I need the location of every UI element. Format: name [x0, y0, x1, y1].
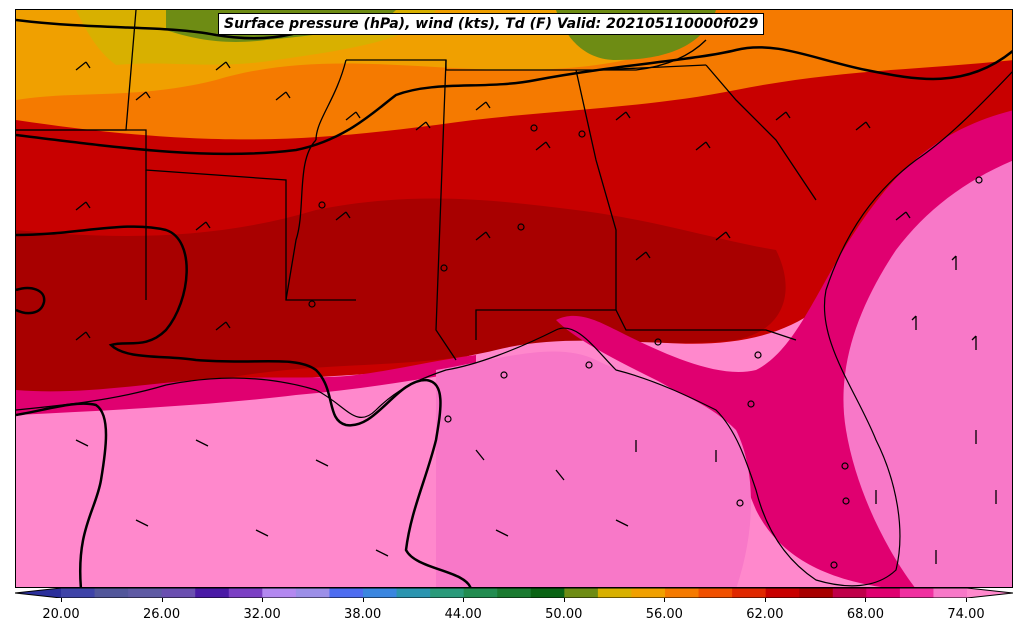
colorbar-extend-high — [967, 588, 1013, 598]
colorbar-segment — [698, 588, 733, 598]
colorbar-tick-label: 50.00 — [545, 607, 583, 622]
colorbar-segment — [631, 588, 666, 598]
colorbar-segment — [228, 588, 263, 598]
colorbar-tick-label: 68.00 — [846, 607, 885, 622]
colorbar-segment — [933, 588, 968, 598]
colorbar-segment — [396, 588, 431, 598]
dewpoint-band-pink-atlantic — [843, 160, 1012, 587]
colorbar-tick-mark — [161, 598, 163, 602]
colorbar-tick-mark — [764, 598, 766, 602]
isobar-north-2 — [16, 46, 1012, 156]
colorbar-segment — [430, 588, 465, 598]
colorbar-tick-label: 26.00 — [142, 607, 181, 622]
colorbar-segment — [463, 588, 498, 598]
colorbar-segment — [61, 588, 96, 598]
colorbar-segment — [665, 588, 700, 598]
colorbar-segment — [799, 588, 834, 598]
colorbar-tick-mark — [463, 598, 465, 602]
colorbar-segment — [161, 588, 196, 598]
colorbar-tick-label: 62.00 — [746, 607, 784, 622]
colorbar-segment — [329, 588, 364, 598]
isobar-gulf-west — [16, 402, 108, 587]
dewpoint-band-pink-gulf — [436, 351, 751, 587]
colorbar-tick-mark — [865, 598, 867, 602]
colorbar-tick-label: 44.00 — [444, 607, 482, 622]
colorbar-segment — [597, 588, 632, 598]
colorbar — [15, 588, 1013, 598]
colorbar-segment — [530, 588, 565, 598]
colorbar-tick-mark — [966, 598, 967, 602]
dewpoint-band-darkred — [16, 198, 786, 405]
isobar-small-loop — [16, 286, 46, 315]
map-title: Surface pressure (hPa), wind (kts), Td (… — [218, 13, 765, 35]
colorbar-segment — [497, 588, 532, 598]
coastline — [16, 71, 1012, 587]
colorbar-segment — [564, 588, 599, 598]
colorbar-tick-mark — [362, 598, 364, 602]
colorbar-tick-mark — [563, 598, 565, 602]
colorbar-tick-label: 74.00 — [947, 607, 985, 622]
colorbar-segment — [295, 588, 330, 598]
colorbar-tick-label: 32.00 — [243, 607, 281, 622]
colorbar-tick-mark — [664, 598, 666, 602]
map-panel — [15, 9, 1013, 588]
colorbar-tick-mark — [262, 598, 264, 602]
colorbar-extend-low — [15, 588, 61, 598]
colorbar-segment — [732, 588, 767, 598]
station-markers — [308, 124, 983, 569]
colorbar-tick-label: 20.00 — [42, 607, 80, 622]
colorbar-tick-label: 56.00 — [645, 607, 683, 622]
dewpoint-band-magenta-coast — [16, 355, 476, 415]
isobar-west-closed — [16, 225, 472, 587]
wind-barbs — [75, 61, 997, 564]
colorbar-tick-mark — [61, 598, 62, 602]
colorbar-segment — [363, 588, 398, 598]
colorbar-segment — [262, 588, 297, 598]
colorbar-segment — [195, 588, 230, 598]
colorbar-segment — [128, 588, 163, 598]
state-boundaries — [16, 10, 817, 361]
colorbar-segment — [765, 588, 800, 598]
colorbar-segment — [899, 588, 934, 598]
dewpoint-field-map — [16, 10, 1012, 587]
colorbar-segment — [832, 588, 867, 598]
colorbar-segment — [94, 588, 129, 598]
colorbar-segment — [866, 588, 901, 598]
colorbar-tick-label: 38.00 — [344, 607, 382, 622]
